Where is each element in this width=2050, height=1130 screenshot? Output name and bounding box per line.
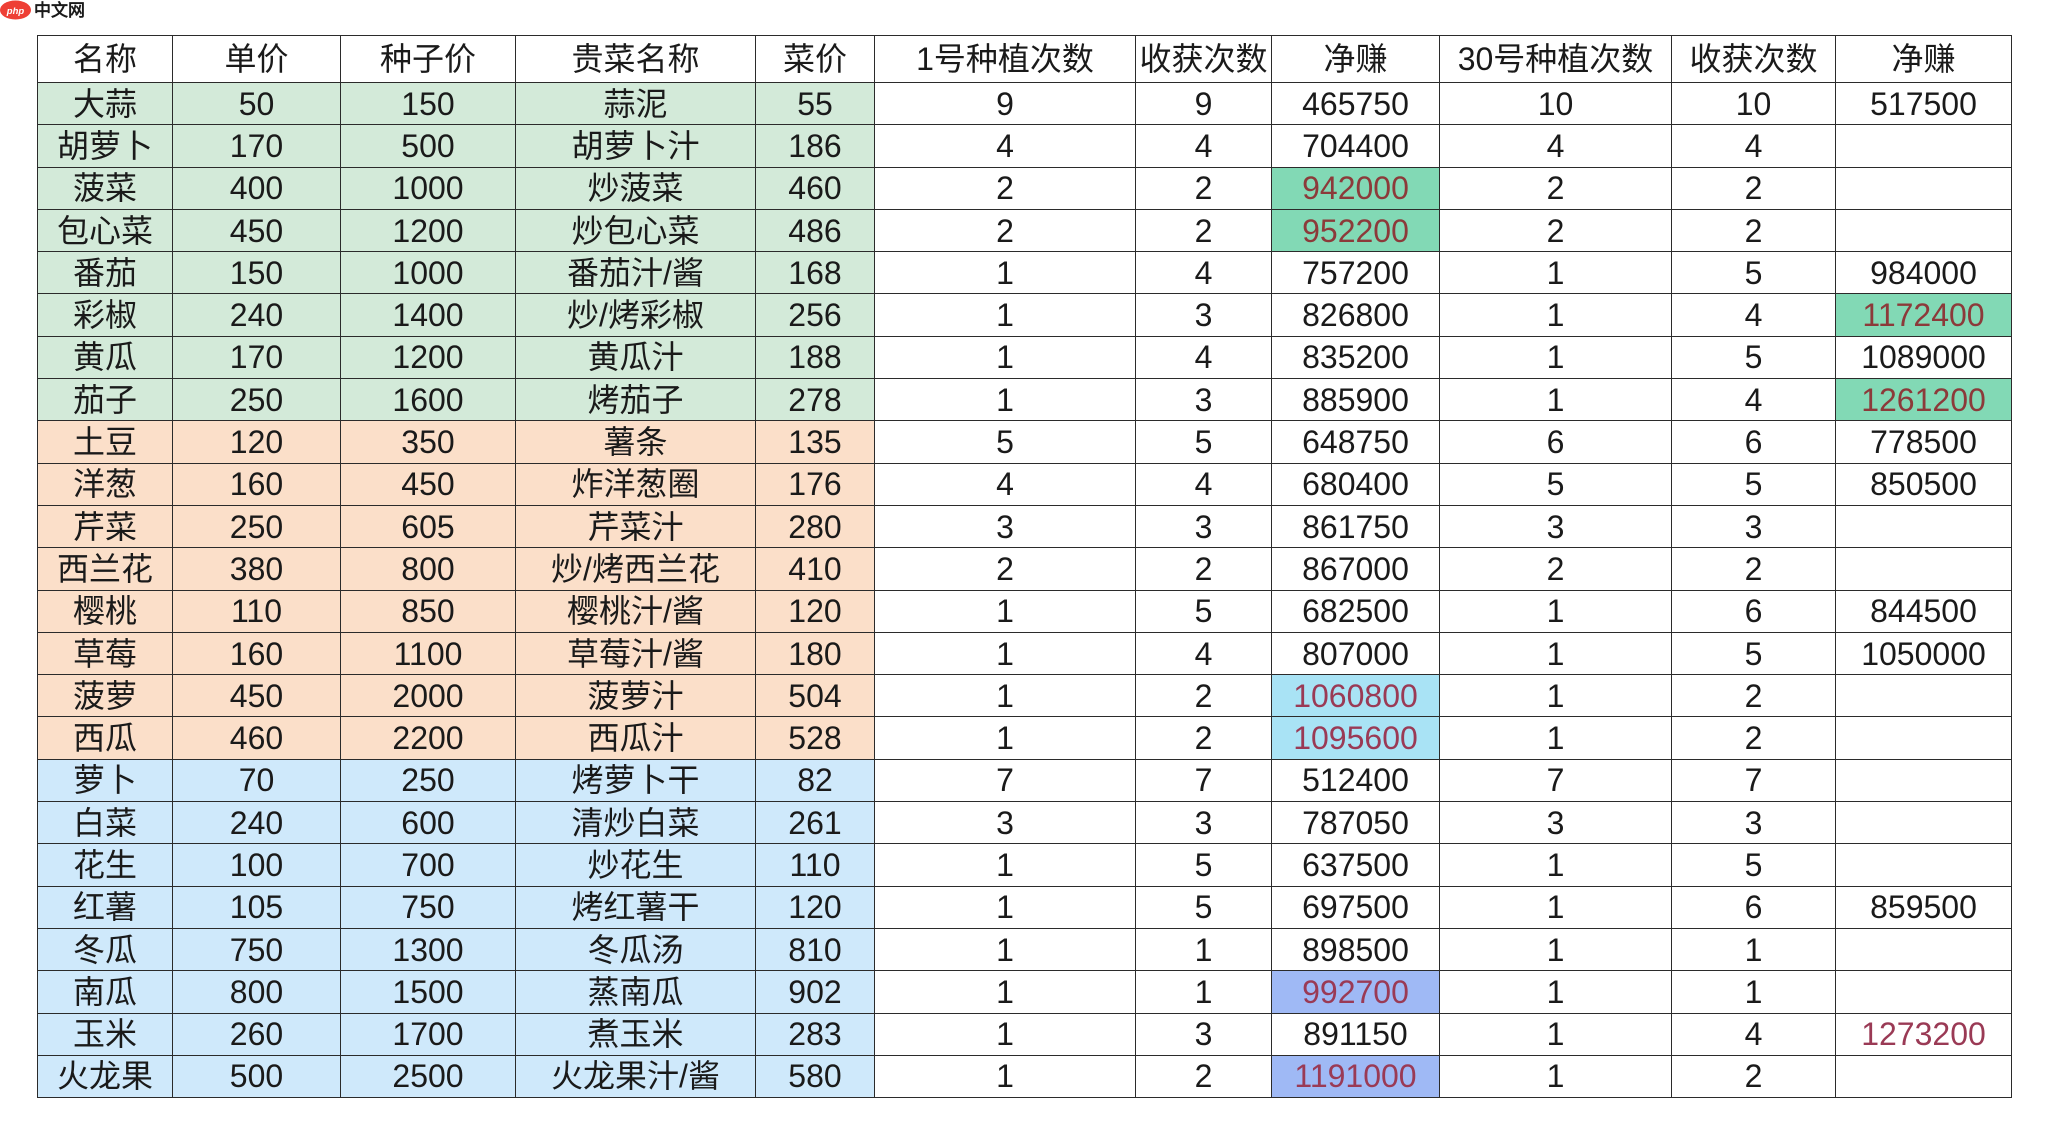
svg-text:php: php	[6, 6, 25, 17]
